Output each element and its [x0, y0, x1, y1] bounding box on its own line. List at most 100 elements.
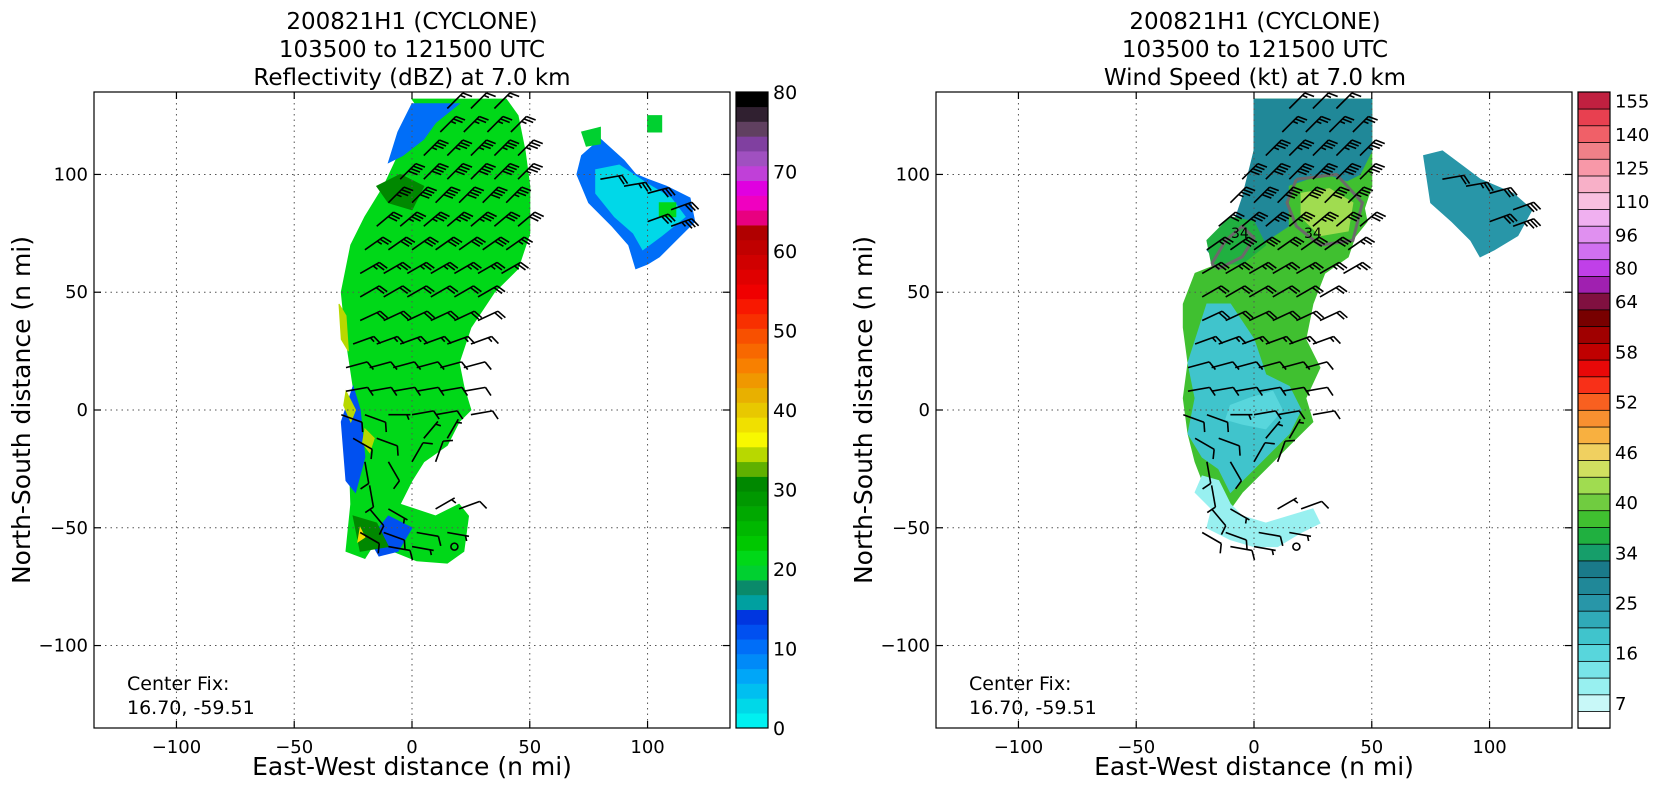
y-tick-label: 0 [919, 400, 930, 421]
wind-barb [458, 500, 488, 510]
wind-barb [1201, 310, 1231, 322]
colorbar-segment [1577, 141, 1611, 160]
x-tick-label: −50 [1117, 737, 1155, 758]
wind-barb [1253, 186, 1280, 204]
wind-barb [1281, 115, 1308, 133]
colorbar-segment [736, 446, 768, 463]
colorbar-segment [736, 565, 768, 581]
wind-barb [1277, 186, 1303, 204]
colorbar-segment [736, 165, 768, 182]
y-axis-label: North-South distance (n mi) [849, 236, 878, 584]
axis-ticks: −100 −50 0 50 100 −100 −50 0 50 100 [39, 92, 730, 758]
wind-barb [1335, 162, 1362, 180]
wind-barb [647, 186, 676, 198]
colorbar-segment [1577, 125, 1611, 143]
colorbar-segment [1577, 242, 1611, 261]
wind-barb [423, 162, 449, 180]
data-region [1423, 150, 1533, 258]
wind-barb [1211, 361, 1240, 371]
wind-barb [446, 92, 473, 110]
wind-barb [1288, 92, 1315, 110]
wind-barb [1465, 181, 1494, 192]
contour-line [1285, 172, 1365, 247]
wind-barb [1183, 413, 1206, 433]
wind-barb [411, 186, 438, 204]
chart-title: 200821H1 (CYCLONE) [1129, 9, 1380, 35]
colorbar-segment [1577, 476, 1611, 495]
colorbar-segment [736, 358, 768, 374]
wind-barb [1225, 531, 1248, 550]
wind-speed-colorbar: 7 16 25 34 40 46 52 58 64 80 96 110 125 140 155 [1577, 91, 1649, 729]
wind-barb [1272, 285, 1301, 298]
colorbar-tick-label: 50 [773, 321, 797, 343]
colorbar-segment [736, 654, 768, 670]
wind-barb [435, 236, 463, 251]
wind-barb [600, 174, 629, 185]
wind-barb [505, 236, 534, 251]
colorbar-segment [1577, 443, 1611, 461]
data-region [387, 103, 461, 164]
data-region [1225, 390, 1283, 430]
wind-barb [1272, 310, 1301, 322]
wind-barb [670, 218, 700, 229]
wind-barb [1347, 236, 1376, 251]
wind-barb [1258, 361, 1287, 371]
colorbar-segment [736, 284, 768, 300]
colorbar-segment [736, 180, 768, 196]
x-tick-label: −100 [994, 737, 1043, 758]
y-axis-label: North-South distance (n mi) [7, 236, 36, 584]
wind-barb [435, 186, 461, 204]
colorbar-tick-label: 80 [773, 82, 797, 104]
wind-barb [383, 261, 412, 275]
wind-barb [1305, 115, 1331, 133]
colorbar-tick-label: 60 [773, 241, 797, 263]
data-region [647, 115, 663, 133]
wind-barb [1241, 211, 1269, 227]
colorbar-segment [1577, 192, 1611, 210]
wind-barb [463, 361, 492, 371]
wind-barb [470, 139, 496, 157]
wind-barb [416, 531, 442, 547]
x-tick-label: 0 [1248, 737, 1259, 758]
wind-barb [369, 361, 398, 371]
wind-barb [1288, 139, 1315, 157]
wind-barb [477, 261, 506, 275]
wind-barb [387, 186, 414, 204]
x-tick-label: 100 [630, 737, 664, 758]
y-tick-label: 50 [907, 282, 930, 303]
wind-barb [1277, 497, 1299, 510]
wind-barb [1225, 310, 1254, 322]
colorbar-segment [1577, 342, 1611, 361]
colorbar-segment [736, 713, 768, 729]
wind-barb [1265, 420, 1284, 439]
wind-barb [1265, 139, 1291, 157]
data-region [340, 98, 531, 564]
wind-barb [1296, 261, 1324, 275]
wind-barb [1289, 531, 1312, 542]
wind-barb [470, 211, 497, 227]
wind-barb [1277, 236, 1305, 251]
colorbar-frame [1577, 91, 1611, 729]
x-tick-label: 50 [1360, 737, 1383, 758]
colorbar-segment [736, 580, 768, 596]
wind-barb [406, 285, 435, 298]
wind-barb [1489, 186, 1518, 198]
y-tick-label: 100 [54, 164, 88, 185]
x-tick-label: −100 [152, 737, 201, 758]
wind-barb [387, 508, 408, 524]
wind-barb [1312, 410, 1341, 420]
colorbar-segment [736, 461, 768, 477]
colorbar-segment [1577, 426, 1611, 445]
wind-barb [1218, 211, 1245, 227]
chart-subtitle: 103500 to 121500 UTC [279, 37, 545, 63]
colorbar-segment [1577, 643, 1611, 662]
colorbar-segment [736, 299, 768, 315]
colorbar-segment [1577, 660, 1611, 679]
center-marker [450, 542, 459, 551]
wind-barb [341, 413, 364, 433]
wind-barb [1234, 361, 1264, 371]
wind-barb [1296, 285, 1324, 298]
colorbar-segment [736, 210, 768, 226]
contour-label: 34 [1231, 226, 1249, 242]
